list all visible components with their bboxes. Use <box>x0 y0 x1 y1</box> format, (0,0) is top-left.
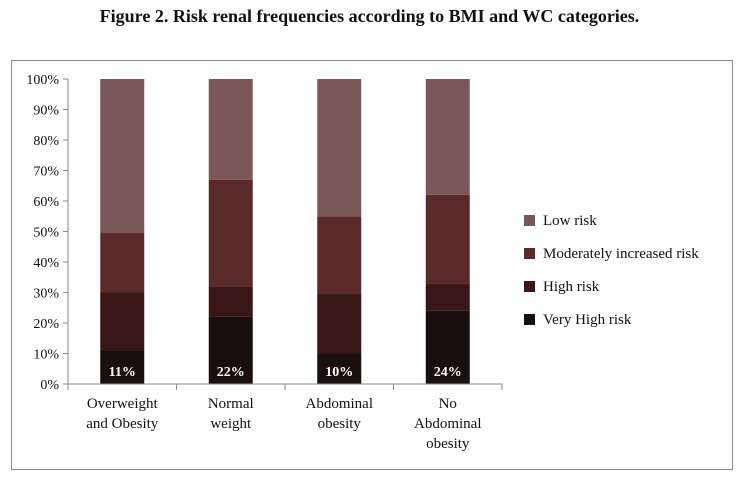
y-axis: 0% 10% 20% 30% 40% 50% 60% 70% 80% 90% 100% <box>26 73 69 393</box>
bar-segment <box>100 233 145 293</box>
bar-segment <box>208 179 253 287</box>
bar-stack: 22% <box>208 79 253 384</box>
data-label: 22% <box>217 365 245 380</box>
bar-segment <box>425 310 470 384</box>
bar-segment <box>208 286 253 317</box>
bar-segment <box>100 350 145 384</box>
y-tick-label: 40% <box>33 256 59 271</box>
y-tick-label: 20% <box>33 317 59 332</box>
x-tick-label: Normal weight <box>208 396 254 432</box>
bar-segment <box>100 79 145 234</box>
y-tick-label: 60% <box>33 195 59 210</box>
x-tick-label: Overweight and Obesity <box>86 396 159 432</box>
bar-segment <box>425 79 470 195</box>
y-tick-label: 10% <box>33 348 59 363</box>
bar-segment <box>100 292 145 351</box>
data-label: 10% <box>325 365 353 380</box>
bar-segment <box>425 194 470 284</box>
data-label: 24% <box>434 365 462 380</box>
chart-frame: 0% 10% 20% 30% 40% 50% 60% 70% 80% 90% 100% 11% 22%… <box>11 60 733 470</box>
x-tick-label: Abdominal obesity <box>306 396 374 432</box>
legend-item: Very High risk <box>524 312 632 328</box>
bar-segment <box>317 294 362 354</box>
legend-swatch <box>524 248 535 259</box>
legend-label: Low risk <box>543 213 597 229</box>
legend: Low risk Moderately increased risk High ri… <box>524 213 699 328</box>
bar-stack: 24% <box>425 79 470 384</box>
y-tick-label: 50% <box>33 226 59 241</box>
x-tick-label-line: obesity <box>426 436 470 452</box>
x-tick-label-line: Overweight <box>87 396 159 412</box>
x-tick-label: No Abdominal obesity <box>414 396 482 452</box>
data-label: 11% <box>109 365 136 380</box>
x-tick-label-line: obesity <box>318 416 362 432</box>
bar-segment <box>317 353 362 384</box>
legend-item: Low risk <box>524 213 597 229</box>
bar-segment <box>317 216 362 295</box>
legend-label: Moderately increased risk <box>543 246 699 262</box>
legend-label: Very High risk <box>543 312 632 328</box>
bar-segment <box>425 283 470 311</box>
y-tick-label: 0% <box>40 378 59 393</box>
stacked-bar-chart: 0% 10% 20% 30% 40% 50% 60% 70% 80% 90% 100% 11% 22%… <box>26 73 699 452</box>
y-tick-label: 70% <box>33 165 59 180</box>
bar-segment <box>208 316 253 384</box>
y-tick-label: 100% <box>26 73 59 88</box>
bar-stack: 11% <box>100 79 145 384</box>
bar-segment <box>208 79 253 180</box>
legend-label: High risk <box>543 279 600 295</box>
legend-item: Moderately increased risk <box>524 246 699 262</box>
legend-swatch <box>524 281 535 292</box>
bars: 11% 22% 10% 24% <box>100 79 470 384</box>
legend-swatch <box>524 215 535 226</box>
x-tick-label-line: and Obesity <box>86 416 159 432</box>
bar-stack: 10% <box>317 79 362 384</box>
x-tick-label-line: weight <box>210 416 252 432</box>
y-tick-label: 80% <box>33 134 59 149</box>
x-tick-label-line: Abdominal <box>414 416 482 432</box>
x-axis: Overweight and Obesity Normal weight Abdomin… <box>67 383 503 452</box>
y-tick-label: 90% <box>33 104 59 119</box>
legend-item: High risk <box>524 279 600 295</box>
bar-segment <box>317 79 362 217</box>
x-tick-label-line: Abdominal <box>306 396 374 412</box>
legend-swatch <box>524 314 535 325</box>
figure-title: Figure 2. Risk renal frequencies accordi… <box>99 6 640 26</box>
y-tick-label: 30% <box>33 287 59 302</box>
x-tick-label-line: No <box>439 396 457 412</box>
x-tick-label-line: Normal <box>208 396 254 412</box>
